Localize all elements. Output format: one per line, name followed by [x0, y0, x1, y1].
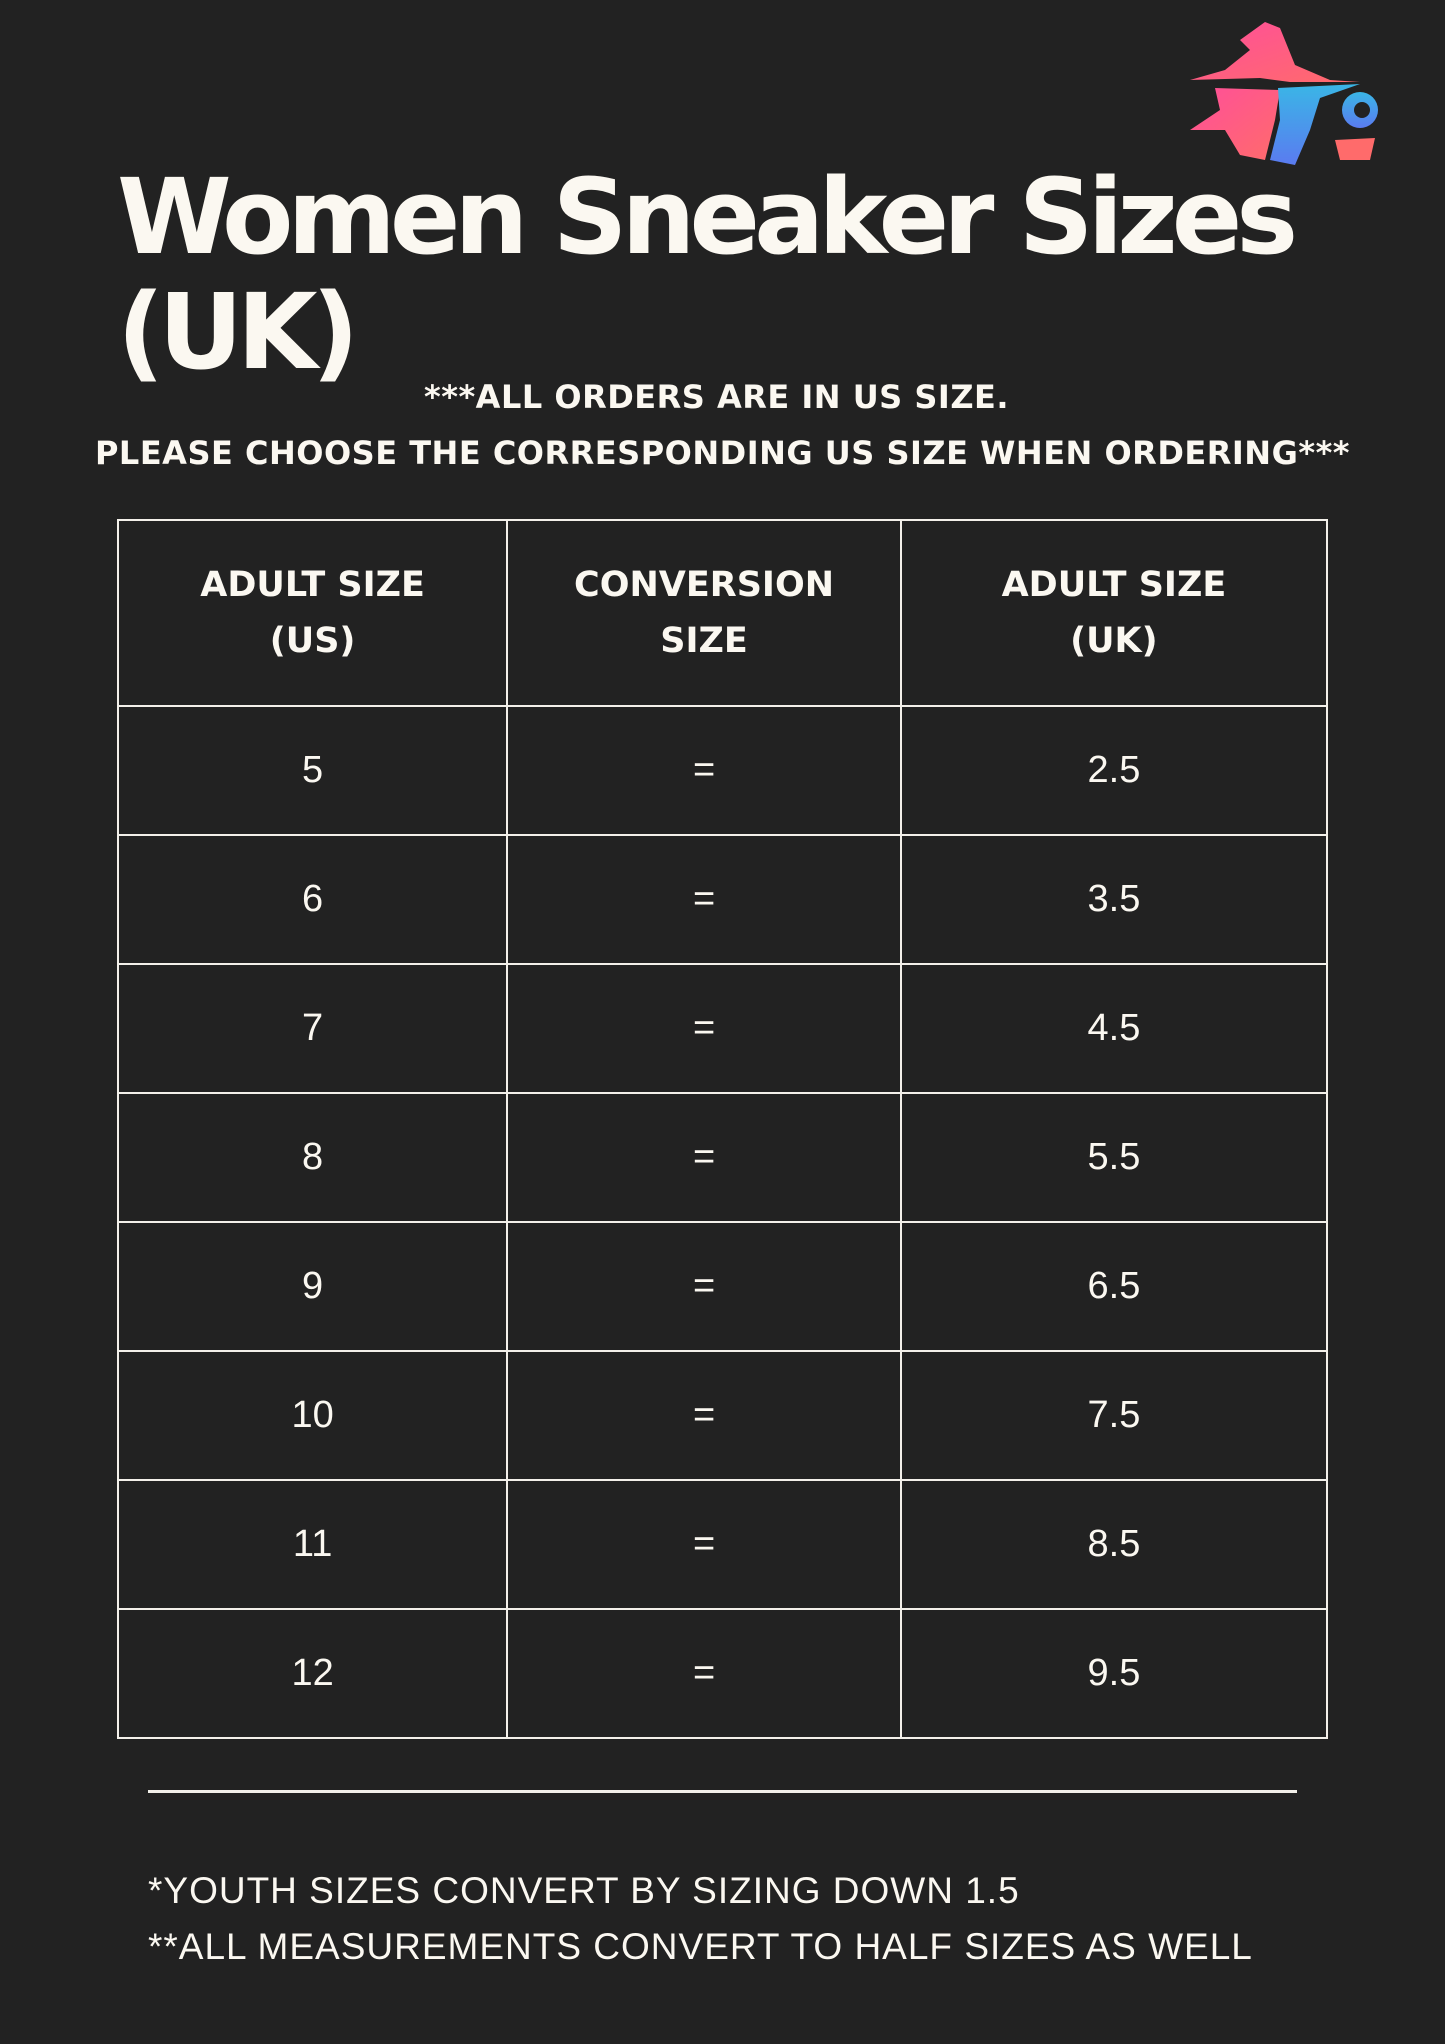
page-title: Women Sneaker Sizes (UK) — [117, 156, 1298, 393]
header-uk-size: ADULT SIZE (UK) — [899, 519, 1329, 707]
cell-conversion: = — [506, 963, 902, 1094]
cell-conversion: = — [506, 1608, 902, 1739]
cell-uk-size: 6.5 — [899, 1221, 1329, 1352]
header-us-size: ADULT SIZE (US) — [116, 519, 509, 707]
cell-conversion: = — [506, 705, 902, 836]
cell-uk-size: 2.5 — [899, 705, 1329, 836]
cell-conversion: = — [506, 834, 902, 965]
table-row: 5 = 2.5 — [116, 705, 1329, 836]
size-conversion-table: ADULT SIZE (US) CONVERSION SIZE ADULT SIZE (U… — [116, 519, 1329, 1739]
cell-us-size: 7 — [116, 963, 509, 1094]
header-line: (US) — [269, 621, 356, 661]
table-row: 8 = 5.5 — [116, 1092, 1329, 1223]
cell-conversion: = — [506, 1479, 902, 1610]
header-conversion: CONVERSION SIZE — [506, 519, 902, 707]
cell-us-size: 10 — [116, 1350, 509, 1481]
table-row: 7 = 4.5 — [116, 963, 1329, 1094]
divider — [148, 1790, 1297, 1793]
table-row: 6 = 3.5 — [116, 834, 1329, 965]
cell-uk-size: 9.5 — [899, 1608, 1329, 1739]
cell-us-size: 8 — [116, 1092, 509, 1223]
table-row: 12 = 9.5 — [116, 1608, 1329, 1739]
header-line: (UK) — [1070, 621, 1158, 661]
cell-uk-size: 4.5 — [899, 963, 1329, 1094]
header-line: CONVERSION — [574, 565, 835, 605]
cell-us-size: 12 — [116, 1608, 509, 1739]
cell-conversion: = — [506, 1092, 902, 1223]
order-notice-line-2: PLEASE CHOOSE THE CORRESPONDING US SIZE … — [94, 434, 1351, 472]
cell-us-size: 5 — [116, 705, 509, 836]
header-line: ADULT SIZE — [1001, 565, 1227, 605]
header-line: SIZE — [660, 621, 748, 661]
table-header-row: ADULT SIZE (US) CONVERSION SIZE ADULT SIZE (U… — [116, 519, 1329, 707]
table-row: 9 = 6.5 — [116, 1221, 1329, 1352]
cell-us-size: 6 — [116, 834, 509, 965]
cell-us-size: 9 — [116, 1221, 509, 1352]
footnote-half-sizes: **ALL MEASUREMENTS CONVERT TO HALF SIZES… — [148, 1926, 1253, 1967]
table-row: 10 = 7.5 — [116, 1350, 1329, 1481]
table-row: 11 = 8.5 — [116, 1479, 1329, 1610]
header-line: ADULT SIZE — [200, 565, 425, 605]
cell-us-size: 11 — [116, 1479, 509, 1610]
cell-conversion: = — [506, 1350, 902, 1481]
order-notice-line-1: ***ALL ORDERS ARE IN US SIZE. — [423, 378, 1010, 416]
cell-uk-size: 8.5 — [899, 1479, 1329, 1610]
cell-uk-size: 5.5 — [899, 1092, 1329, 1223]
cell-uk-size: 7.5 — [899, 1350, 1329, 1481]
wizard-logo-icon — [1190, 22, 1378, 165]
footnote-youth: *YOUTH SIZES CONVERT BY SIZING DOWN 1.5 — [148, 1870, 1020, 1911]
cell-conversion: = — [506, 1221, 902, 1352]
cell-uk-size: 3.5 — [899, 834, 1329, 965]
